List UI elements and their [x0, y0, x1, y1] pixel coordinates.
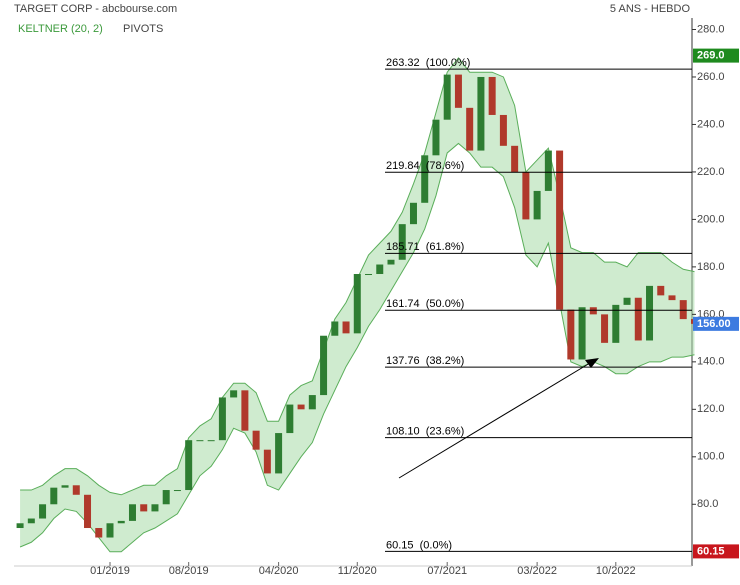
x-tick-label: 10/2022 — [596, 565, 636, 577]
arrow-head — [585, 358, 599, 368]
y-tick-label: 120.0 — [697, 403, 725, 415]
candle — [601, 314, 609, 343]
fib-label: 108.10 (23.6%) — [386, 425, 464, 437]
candle — [623, 297, 631, 305]
y-tick-label: 100.0 — [697, 451, 725, 463]
candle — [668, 295, 676, 301]
candle — [27, 518, 35, 524]
candle — [106, 523, 114, 538]
candle — [308, 395, 316, 410]
x-tick-label: 03/2022 — [517, 565, 557, 577]
candle — [196, 440, 204, 442]
candle — [387, 259, 395, 265]
candle — [443, 74, 451, 120]
x-tick-label: 07/2021 — [427, 565, 467, 577]
y-tick-label: 140.0 — [697, 356, 725, 368]
x-tick-label: 04/2020 — [259, 565, 299, 577]
candle — [331, 321, 339, 336]
candle — [252, 430, 260, 450]
candle — [511, 145, 519, 172]
fib-label: 185.71 (61.8%) — [386, 241, 464, 253]
indicator-label: PIVOTS — [123, 23, 163, 35]
y-tick-label: 180.0 — [697, 261, 725, 273]
candle — [409, 202, 417, 225]
y-tick-label: 240.0 — [697, 118, 725, 130]
candle — [657, 285, 665, 296]
candle — [173, 490, 181, 492]
fib-label: 219.84 (78.6%) — [386, 160, 464, 172]
candle — [286, 404, 294, 434]
candle — [466, 107, 474, 151]
fib-label: 137.76 (38.2%) — [386, 355, 464, 367]
candle — [589, 307, 597, 315]
x-tick-label: 01/2019 — [90, 565, 130, 577]
candle — [263, 449, 271, 474]
y-tick-label: 260.0 — [697, 71, 725, 83]
chart-subtitle: 5 ANS - HEBDO — [610, 3, 691, 15]
candle — [522, 171, 530, 220]
candle — [567, 309, 575, 360]
candle — [275, 433, 283, 474]
candle — [95, 528, 103, 538]
band-lower — [19, 142, 695, 553]
candle — [140, 504, 148, 512]
candle — [207, 440, 215, 442]
chart-title: TARGET CORP - abcbourse.com — [14, 3, 177, 15]
candle — [544, 150, 552, 191]
x-tick-label: 08/2019 — [169, 565, 209, 577]
candle — [533, 190, 541, 220]
candle — [230, 390, 238, 398]
y-tick-label: 280.0 — [697, 23, 725, 35]
price-tag — [693, 48, 739, 63]
y-tick-label: 220.0 — [697, 166, 725, 178]
fib-label: 60.15 (0.0%) — [386, 539, 452, 551]
candle — [488, 76, 496, 115]
candle — [72, 485, 80, 495]
price-tag — [693, 544, 739, 559]
candle — [353, 274, 361, 334]
candle — [185, 440, 193, 491]
price-tag — [693, 316, 739, 331]
candle — [16, 523, 24, 529]
candle — [151, 504, 159, 512]
price-tag-label: 156.00 — [697, 318, 731, 330]
candle — [499, 114, 507, 146]
x-tick-label: 11/2020 — [338, 565, 377, 577]
candle — [162, 490, 170, 505]
indicator-label: KELTNER (20, 2) — [18, 23, 103, 35]
candle — [342, 321, 350, 334]
candle — [241, 390, 249, 431]
candle — [634, 297, 642, 341]
candle — [39, 504, 47, 519]
candle — [218, 397, 226, 441]
candle — [578, 307, 586, 360]
candle — [84, 494, 92, 529]
candle — [117, 520, 125, 524]
candle — [320, 335, 328, 396]
candle — [421, 155, 429, 203]
price-tag-label: 60.15 — [697, 545, 725, 557]
y-tick-label: 200.0 — [697, 213, 725, 225]
candle — [679, 300, 687, 320]
fib-label: 263.32 (100.0%) — [386, 57, 470, 69]
candle — [432, 119, 440, 156]
price-tag-label: 269.0 — [697, 50, 725, 62]
candle — [612, 304, 620, 343]
candle — [365, 274, 373, 276]
candle — [50, 487, 58, 505]
candle — [398, 224, 406, 260]
fib-label: 161.74 (50.0%) — [386, 298, 464, 310]
candle — [646, 285, 654, 341]
candle — [477, 76, 485, 151]
candle — [61, 485, 69, 488]
candle — [128, 504, 136, 521]
candle — [556, 150, 564, 310]
trend-arrow — [398, 362, 591, 479]
candle — [454, 74, 462, 108]
candle — [376, 264, 384, 275]
candle — [297, 404, 305, 410]
y-tick-label: 80.0 — [697, 498, 718, 510]
plot-layer — [16, 74, 698, 538]
